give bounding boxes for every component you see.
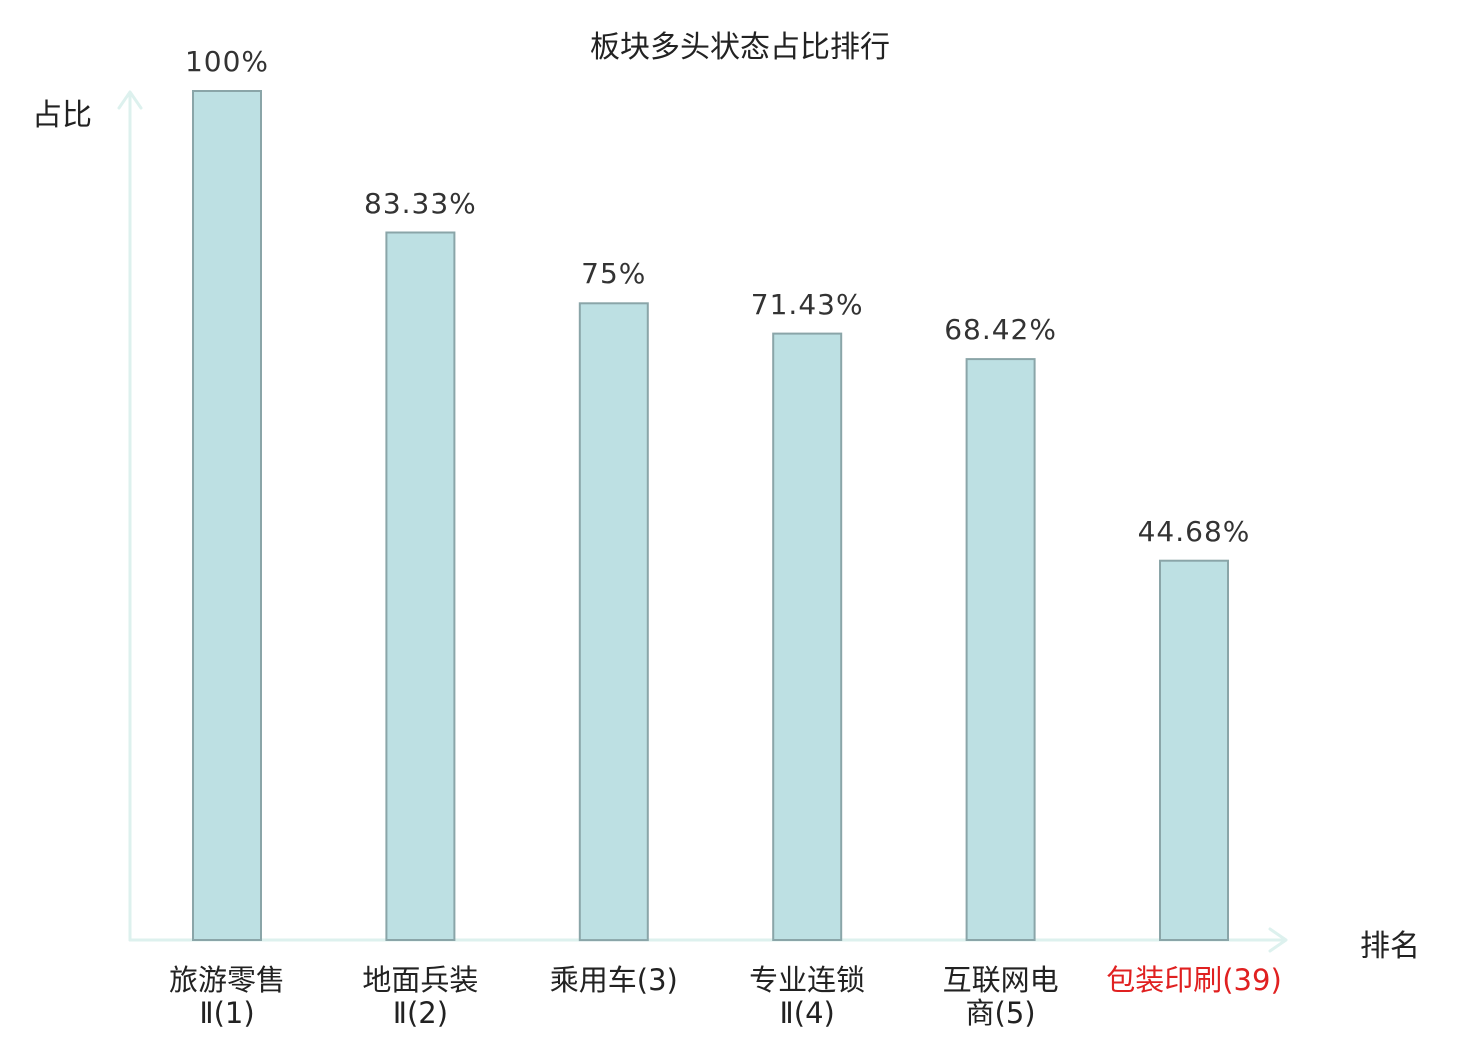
bar-5 <box>965 358 1036 942</box>
y-axis-arrow-icon <box>117 90 143 110</box>
y-axis-label: 占比 <box>32 98 92 133</box>
category-label-1-line-2: Ⅱ(1) <box>199 996 255 1030</box>
data-label-3: 75% <box>581 257 647 291</box>
category-label-4: 专业连锁 Ⅱ(4) <box>707 964 907 1030</box>
category-label-5-line-2: 商(5) <box>965 996 1036 1030</box>
category-label-6: 包装印刷(39) <box>1094 964 1294 997</box>
chart-title: 板块多头状态占比排行 <box>590 30 890 65</box>
bar-series <box>192 90 1229 942</box>
x-axis-label: 排名 <box>1360 929 1420 964</box>
category-label-3-line-1: 乘用车(3) <box>549 963 678 997</box>
category-label-2-line-1: 地面兵装 <box>362 963 479 997</box>
data-label-1: 100% <box>184 45 270 78</box>
bar-1 <box>192 90 262 941</box>
bar-2 <box>385 231 456 941</box>
data-label-2: 83.33% <box>364 186 477 220</box>
bar-4 <box>772 332 843 942</box>
data-label-6: 44.68% <box>1137 514 1251 548</box>
data-label-4: 71.43% <box>750 287 864 321</box>
category-label-3: 乘用车(3) <box>514 964 714 997</box>
bar-6 <box>1159 559 1229 941</box>
chart-axes <box>117 90 1288 953</box>
x-axis-arrow-icon <box>1268 927 1288 953</box>
bar-3 <box>578 302 649 942</box>
category-label-5-line-1: 互联网电 <box>942 963 1059 997</box>
category-label-5: 互联网电 商(5) <box>901 964 1101 1030</box>
category-label-6-line-1: 包装印刷(39) <box>1106 963 1282 997</box>
category-label-2: 地面兵装 Ⅱ(2) <box>320 964 520 1030</box>
category-label-4-line-2: Ⅱ(4) <box>779 996 835 1030</box>
category-label-1-line-1: 旅游零售 <box>168 963 285 997</box>
category-label-2-line-2: Ⅱ(2) <box>392 996 449 1030</box>
data-label-5: 68.42% <box>944 313 1057 347</box>
category-label-1: 旅游零售 Ⅱ(1) <box>127 964 327 1030</box>
category-label-4-line-1: 专业连锁 <box>749 963 866 997</box>
